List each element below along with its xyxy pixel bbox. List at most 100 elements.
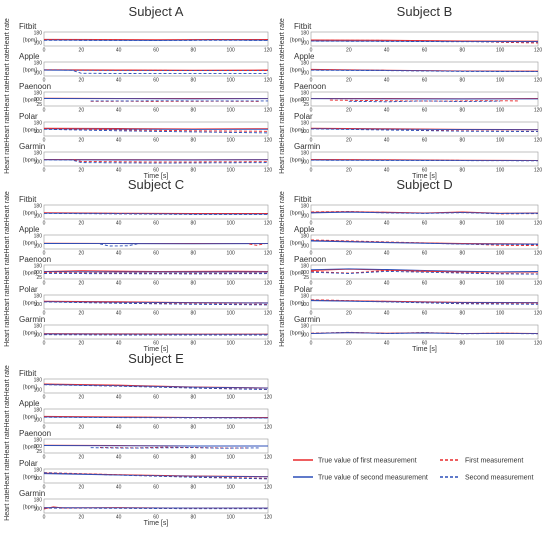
x-tick-label: 120 [264, 221, 273, 227]
x-tick-label: 40 [116, 515, 122, 521]
x-tick-label: 100 [226, 108, 235, 114]
series-line-2 [43, 445, 268, 447]
y-unit-label: [bpm] [23, 158, 37, 164]
y-tick-label: 100 [301, 97, 310, 103]
y-tick-label: 100 [301, 213, 310, 219]
y-tick-label: 100 [34, 270, 43, 276]
y-unit-label: [bpm] [290, 98, 304, 104]
y-tick-label: 100 [34, 40, 43, 46]
panel-frame [43, 408, 269, 424]
x-tick-label: 40 [116, 108, 122, 114]
x-tick-label: 40 [116, 341, 122, 347]
series-line-4 [348, 100, 501, 103]
panel-frame [43, 378, 269, 394]
x-tick-label: 60 [422, 168, 428, 174]
y-tick-label: 180 [301, 294, 310, 300]
y-unit-label: [bpm] [23, 128, 37, 134]
y-unit-label: [bpm] [23, 415, 37, 421]
y-unit-label: [bpm] [23, 445, 37, 451]
y-unit-label: [bpm] [23, 241, 37, 247]
x-tick-label: 40 [384, 48, 390, 54]
series-line-4 [310, 40, 539, 43]
series-line-4 [43, 416, 269, 419]
panel-frame [310, 31, 539, 47]
series-line-3 [43, 272, 269, 274]
y-tick-label: 180 [34, 234, 43, 240]
x-tick-label: 80 [191, 395, 197, 401]
x-tick-label: 60 [153, 455, 159, 461]
x-tick-label: 60 [153, 221, 159, 227]
y-tick-label: 180 [301, 91, 310, 97]
x-tick-label: 80 [460, 48, 466, 54]
x-tick-label: 100 [226, 48, 235, 54]
series-line-4 [43, 159, 269, 164]
y-unit-label: [bpm] [23, 211, 37, 217]
x-tick-label: 60 [153, 108, 159, 114]
device-label: Polar [294, 112, 313, 121]
x-tick-label: 100 [226, 485, 235, 491]
x-tick-label: 60 [422, 221, 428, 227]
x-tick-label: 120 [264, 455, 273, 461]
series-line-3 [329, 99, 520, 102]
x-tick-label: 20 [79, 251, 85, 257]
device-label: Garmin [19, 489, 45, 498]
series-line-4 [43, 69, 268, 75]
x-tick-label: 120 [534, 251, 543, 257]
series-line-4 [43, 507, 268, 510]
device-label: Garmin [294, 142, 320, 151]
y-tick-label: 180 [34, 151, 43, 157]
x-tick-label: 80 [460, 311, 466, 317]
x-tick-label: 20 [79, 425, 85, 431]
x-tick-label: 60 [153, 251, 159, 257]
chart-title: Subject B [397, 4, 453, 19]
device-label: Fitbit [294, 195, 312, 204]
panel-frame [43, 324, 269, 340]
y-unit-label: [bpm] [290, 38, 304, 44]
device-label: Fitbit [19, 369, 37, 378]
x-tick-label: 20 [79, 311, 85, 317]
device-label: Paenoon [19, 255, 51, 264]
y-tick-label: 100 [301, 70, 310, 76]
series-line-4 [43, 384, 269, 391]
chart-title: Subject E [128, 351, 184, 366]
x-tick-label: 20 [346, 138, 352, 144]
legend-item: Second measurement [440, 475, 534, 482]
device-label: Apple [19, 399, 40, 408]
x-tick-label: 0 [310, 168, 313, 174]
y-unit-label: [bpm] [290, 68, 304, 74]
legend-item: First measurement [440, 458, 523, 465]
x-tick-label: 0 [43, 311, 46, 317]
y-tick-label: 180 [301, 121, 310, 127]
series-line-4 [310, 240, 539, 246]
x-tick-label: 0 [43, 221, 46, 227]
x-tick-label: 0 [43, 48, 46, 54]
x-tick-label: 40 [116, 485, 122, 491]
x-tick-label: 20 [346, 78, 352, 84]
x-tick-label: 60 [153, 281, 159, 287]
x-tick-label: 80 [191, 455, 197, 461]
device-label: Apple [19, 52, 40, 61]
x-tick-label: 80 [191, 311, 197, 317]
x-tick-label: 20 [79, 108, 85, 114]
y-tick-label: 100 [34, 70, 43, 76]
series-line-4 [43, 301, 269, 306]
device-label: Polar [19, 459, 38, 468]
x-tick-label: 100 [496, 341, 505, 347]
x-tick-label: 100 [496, 48, 505, 54]
x-tick-label: 120 [264, 138, 273, 144]
series-line-4 [310, 211, 539, 215]
x-tick-label: 120 [534, 138, 543, 144]
subject-chart-c: Subject C Heart rateHeart rateHeart rateH… [4, 177, 272, 353]
y-tick-label: 180 [301, 31, 310, 37]
series-line-1 [43, 127, 269, 130]
x-tick-label: 60 [153, 485, 159, 491]
y-tick-label: 25 [36, 275, 42, 281]
y-axis-title: Heart rateHeart rateHeart rateHeart rate… [279, 18, 286, 174]
x-tick-label: 100 [496, 108, 505, 114]
x-tick-label: 20 [346, 281, 352, 287]
